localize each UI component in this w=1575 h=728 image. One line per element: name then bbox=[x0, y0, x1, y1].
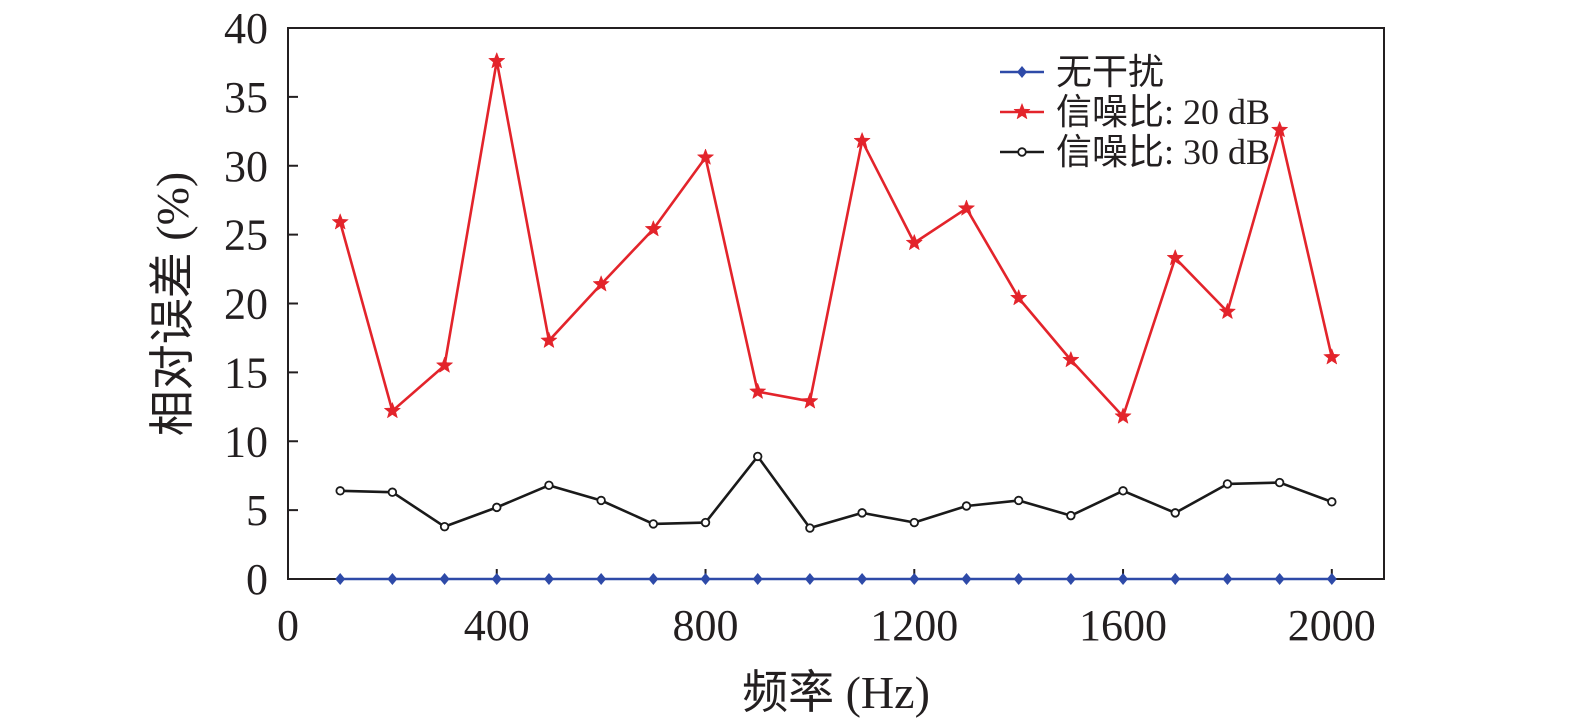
data-point bbox=[857, 508, 867, 518]
series-line bbox=[340, 455, 1333, 530]
legend-item: 无干扰 bbox=[1000, 52, 1164, 92]
data-point bbox=[331, 213, 349, 230]
data-point bbox=[1062, 350, 1080, 368]
x-tick-label: 2000 bbox=[1288, 601, 1376, 650]
data-point bbox=[1218, 302, 1237, 320]
data-point bbox=[1274, 477, 1285, 488]
data-point bbox=[909, 517, 919, 528]
data-point bbox=[1270, 120, 1289, 138]
data-point bbox=[1166, 248, 1184, 266]
series-1 bbox=[335, 573, 1337, 585]
x-tick-label: 1200 bbox=[870, 601, 958, 650]
x-tick-label: 800 bbox=[673, 601, 739, 650]
legend-item: 信噪比: 30 dB bbox=[1000, 132, 1270, 172]
data-point bbox=[1118, 486, 1128, 496]
legend-swatch-marker bbox=[1017, 66, 1027, 78]
x-axis: 0 400 800 1200 1600 2000 bbox=[277, 569, 1376, 650]
data-point bbox=[1065, 573, 1076, 585]
data-point bbox=[387, 487, 398, 497]
data-point bbox=[1013, 573, 1024, 585]
data-point bbox=[805, 523, 815, 533]
data-point bbox=[540, 331, 558, 349]
y-tick-label: 5 bbox=[246, 486, 268, 535]
data-point bbox=[1274, 573, 1285, 585]
data-point bbox=[1118, 573, 1129, 585]
data-point bbox=[387, 573, 398, 585]
y-tick-label: 0 bbox=[246, 555, 268, 604]
data-point bbox=[544, 480, 554, 491]
y-tick-label: 40 bbox=[224, 4, 268, 53]
data-point bbox=[1222, 573, 1233, 585]
data-point bbox=[752, 573, 763, 585]
data-point bbox=[644, 219, 663, 237]
data-point bbox=[648, 573, 659, 585]
data-point bbox=[961, 573, 972, 585]
y-tick-label: 25 bbox=[224, 211, 268, 260]
legend-swatch-marker bbox=[1013, 102, 1031, 120]
data-point bbox=[648, 519, 659, 529]
data-point bbox=[909, 573, 920, 585]
legend-label: 无干扰 bbox=[1056, 52, 1164, 92]
data-point bbox=[1170, 508, 1180, 518]
legend-label: 信噪比: 30 dB bbox=[1056, 132, 1270, 172]
data-point bbox=[696, 148, 715, 165]
data-point bbox=[335, 573, 346, 585]
data-point bbox=[435, 356, 454, 373]
y-tick-label: 20 bbox=[224, 280, 268, 329]
data-point bbox=[1013, 495, 1024, 506]
data-point bbox=[1009, 288, 1028, 306]
data-point bbox=[857, 573, 868, 585]
data-point bbox=[700, 517, 711, 528]
y-axis: 0 5 10 15 20 25 30 35 40 bbox=[224, 4, 298, 604]
data-point bbox=[804, 573, 815, 585]
data-point bbox=[700, 573, 711, 585]
y-tick-label: 35 bbox=[224, 73, 268, 122]
data-point bbox=[492, 502, 502, 513]
data-point bbox=[1066, 510, 1076, 521]
data-point bbox=[801, 392, 819, 409]
data-point bbox=[957, 199, 976, 216]
data-point bbox=[488, 51, 506, 69]
y-tick-label: 10 bbox=[224, 417, 268, 466]
data-point bbox=[961, 501, 972, 511]
series-2 bbox=[331, 51, 1341, 424]
data-point bbox=[748, 382, 767, 400]
series-line bbox=[338, 59, 1334, 418]
data-point bbox=[439, 521, 450, 532]
data-point bbox=[383, 401, 402, 419]
legend-swatch-marker bbox=[1017, 147, 1027, 157]
y-axis-title: 相对误差 (%) bbox=[147, 172, 198, 436]
x-axis-title: 频率 (Hz) bbox=[742, 667, 930, 718]
data-point bbox=[335, 486, 345, 496]
data-point bbox=[491, 573, 502, 585]
data-point bbox=[1327, 497, 1337, 507]
data-point bbox=[905, 233, 924, 251]
y-tick-label: 30 bbox=[224, 142, 268, 191]
x-tick-label: 0 bbox=[277, 601, 299, 650]
data-point bbox=[596, 573, 607, 585]
data-point bbox=[1323, 348, 1341, 365]
data-point bbox=[1114, 407, 1132, 424]
x-tick-label: 400 bbox=[464, 601, 530, 650]
data-point bbox=[1326, 573, 1337, 585]
data-point bbox=[1170, 573, 1181, 585]
x-tick-label: 1600 bbox=[1079, 601, 1167, 650]
data-point bbox=[543, 573, 554, 585]
legend-label: 信噪比: 20 dB bbox=[1056, 92, 1270, 132]
data-point bbox=[753, 451, 763, 462]
data-point bbox=[596, 495, 606, 506]
series-layer bbox=[331, 51, 1341, 585]
data-point bbox=[853, 131, 871, 149]
legend-item: 信噪比: 20 dB bbox=[1000, 92, 1270, 132]
data-point bbox=[1222, 479, 1233, 489]
series-3 bbox=[335, 451, 1337, 533]
y-tick-label: 15 bbox=[224, 348, 268, 397]
data-point bbox=[592, 275, 610, 292]
data-point bbox=[439, 573, 450, 585]
